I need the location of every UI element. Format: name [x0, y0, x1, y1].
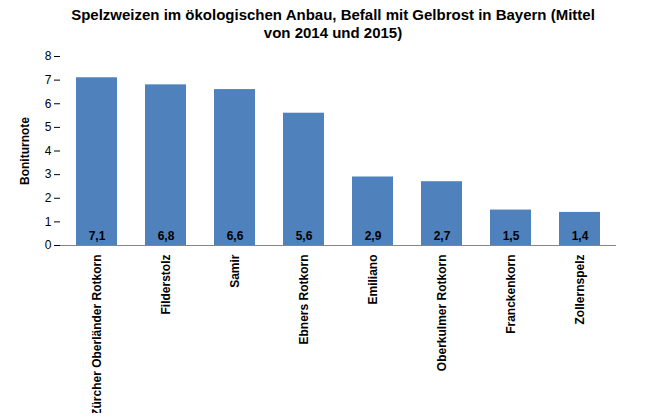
svg-text:1,4: 1,4 [572, 229, 589, 243]
svg-text:Franckenkorn: Franckenkorn [504, 255, 518, 334]
svg-text:6: 6 [45, 97, 52, 111]
svg-text:1,5: 1,5 [503, 229, 520, 243]
svg-text:4: 4 [45, 144, 52, 158]
svg-text:2,9: 2,9 [365, 229, 382, 243]
svg-text:2: 2 [45, 191, 52, 205]
svg-text:7,1: 7,1 [89, 229, 106, 243]
svg-text:Emiliano: Emiliano [366, 255, 380, 305]
svg-text:3: 3 [45, 167, 52, 181]
svg-text:5: 5 [45, 120, 52, 134]
svg-text:1: 1 [45, 215, 52, 229]
svg-text:2,7: 2,7 [434, 229, 451, 243]
svg-text:5,6: 5,6 [296, 229, 313, 243]
svg-text:8: 8 [45, 49, 52, 63]
html-text:Spelzweizen im ökologischen An: Spelzweizen im ökologischen Anbau, Befal… [71, 6, 595, 41]
svg-text:Oberkulmer Rotkorn: Oberkulmer Rotkorn [435, 255, 449, 372]
svg-text:Samir: Samir [228, 254, 242, 288]
svg-text:0: 0 [45, 238, 52, 252]
svg-text:6,6: 6,6 [227, 229, 244, 243]
svg-text:Zollernspelz: Zollernspelz [573, 255, 587, 325]
svg-text:Boniturnote: Boniturnote [18, 117, 32, 185]
svg-text:7: 7 [45, 73, 52, 87]
svg-text:Zürcher Oberländer Rotkorn: Zürcher Oberländer Rotkorn [90, 255, 104, 414]
svg-text:6,8: 6,8 [158, 229, 175, 243]
svg-text:Filderstolz: Filderstolz [159, 255, 173, 315]
svg-text:Ebners Rotkorn: Ebners Rotkorn [297, 255, 311, 345]
